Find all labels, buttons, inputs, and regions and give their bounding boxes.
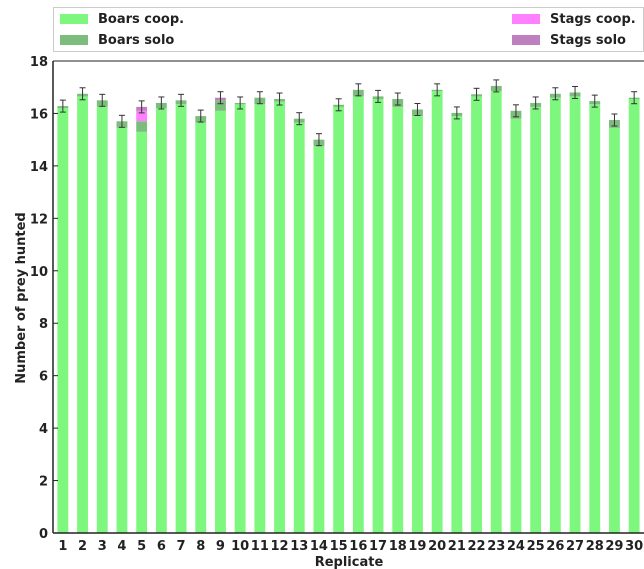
legend-label-stags-coop: Stags coop. bbox=[550, 12, 636, 27]
bar-rep19-s0 bbox=[412, 116, 423, 533]
bar-rep3-s0 bbox=[97, 107, 108, 533]
bar-rep13-s0 bbox=[294, 123, 305, 533]
y-tick-label: 8 bbox=[39, 317, 48, 332]
x-tick-label: 6 bbox=[157, 539, 166, 554]
bar-rep23-s0 bbox=[491, 91, 502, 533]
x-tick-label: 17 bbox=[369, 539, 387, 554]
legend-swatch-boars-coop bbox=[60, 14, 88, 24]
legend-item-boars-coop: Boars coop. bbox=[60, 11, 184, 27]
legend-label-boars-solo: Boars solo bbox=[98, 33, 174, 48]
bar-rep16-s0 bbox=[353, 96, 364, 533]
y-axis-title: Number of prey hunted bbox=[14, 212, 29, 384]
bar-rep4-s0 bbox=[117, 128, 128, 533]
x-tick-label: 9 bbox=[216, 539, 225, 554]
y-tick-label: 6 bbox=[39, 370, 48, 385]
x-tick-label: 5 bbox=[137, 539, 146, 554]
bar-rep25-s0 bbox=[530, 107, 541, 533]
legend-swatch-boars-solo bbox=[60, 35, 88, 45]
y-tick-label: 18 bbox=[30, 55, 48, 70]
bar-rep15-s0 bbox=[333, 107, 344, 533]
legend-item-stags-solo: Stags solo bbox=[512, 32, 626, 48]
bar-rep28-s0 bbox=[589, 104, 600, 533]
x-axis-title: Replicate bbox=[315, 555, 384, 569]
x-tick-label: 15 bbox=[330, 539, 348, 554]
x-tick-label: 26 bbox=[546, 539, 564, 554]
bar-rep24-s0 bbox=[511, 119, 522, 533]
y-tick-label: 14 bbox=[30, 160, 48, 175]
legend-swatch-stags-solo bbox=[512, 35, 540, 45]
legend-label-stags-solo: Stags solo bbox=[550, 33, 626, 48]
legend: Boars coop. Boars solo Stags coop. Stags… bbox=[53, 7, 644, 52]
x-tick-label: 2 bbox=[78, 539, 87, 554]
x-tick-label: 4 bbox=[117, 539, 126, 554]
y-tick-label: 4 bbox=[39, 422, 48, 437]
legend-item-boars-solo: Boars solo bbox=[60, 32, 174, 48]
bar-rep5-s0 bbox=[136, 132, 147, 533]
bar-rep18-s0 bbox=[392, 107, 403, 533]
bar-rep20-s0 bbox=[432, 91, 443, 533]
x-tick-label: 8 bbox=[196, 539, 205, 554]
y-tick-label: 16 bbox=[30, 107, 48, 122]
bar-rep30-s0 bbox=[629, 99, 640, 533]
bar-rep10-s0 bbox=[235, 104, 246, 533]
bar-rep5-s1 bbox=[136, 121, 147, 131]
bar-rep21-s0 bbox=[451, 116, 462, 533]
bar-rep26-s0 bbox=[550, 98, 561, 533]
bar-rep1-s0 bbox=[57, 108, 68, 533]
x-tick-label: 7 bbox=[177, 539, 186, 554]
bar-rep11-s0 bbox=[254, 104, 265, 533]
x-tick-label: 27 bbox=[566, 539, 584, 554]
x-tick-label: 21 bbox=[448, 539, 466, 554]
bar-rep6-s0 bbox=[156, 108, 167, 533]
x-tick-label: 10 bbox=[231, 539, 249, 554]
bar-rep27-s0 bbox=[570, 96, 581, 533]
bar-rep9-s0 bbox=[215, 111, 226, 533]
x-tick-label: 3 bbox=[98, 539, 107, 554]
y-tick-label: 10 bbox=[30, 265, 48, 280]
legend-swatch-stags-coop bbox=[512, 14, 540, 24]
bar-rep7-s0 bbox=[176, 104, 187, 533]
x-tick-label: 1 bbox=[58, 539, 67, 554]
x-tick-label: 12 bbox=[271, 539, 289, 554]
bar-rep22-s0 bbox=[471, 96, 482, 533]
x-tick-label: 16 bbox=[349, 539, 367, 554]
x-tick-label: 14 bbox=[310, 539, 328, 554]
x-tick-label: 23 bbox=[487, 539, 505, 554]
x-tick-label: 30 bbox=[625, 539, 643, 554]
bar-rep17-s0 bbox=[373, 99, 384, 533]
bar-rep14-s0 bbox=[314, 146, 325, 533]
x-tick-label: 28 bbox=[586, 539, 604, 554]
bar-rep8-s0 bbox=[195, 123, 206, 533]
bar-rep12-s0 bbox=[274, 102, 285, 533]
bars-group bbox=[57, 86, 639, 533]
bar-rep2-s0 bbox=[77, 96, 88, 533]
x-tick-label: 11 bbox=[251, 539, 269, 554]
y-tick-label: 0 bbox=[39, 527, 48, 542]
y-tick-label: 12 bbox=[30, 212, 48, 227]
legend-label-boars-coop: Boars coop. bbox=[98, 12, 184, 27]
bar-rep29-s0 bbox=[609, 128, 620, 533]
x-tick-label: 25 bbox=[527, 539, 545, 554]
legend-item-stags-coop: Stags coop. bbox=[512, 11, 636, 27]
x-tick-label: 20 bbox=[428, 539, 446, 554]
x-tick-label: 24 bbox=[507, 539, 525, 554]
x-tick-label: 13 bbox=[290, 539, 308, 554]
x-tick-label: 19 bbox=[408, 539, 426, 554]
y-tick-label: 2 bbox=[39, 475, 48, 490]
x-tick-label: 22 bbox=[468, 539, 486, 554]
x-tick-label: 29 bbox=[605, 539, 623, 554]
x-tick-label: 18 bbox=[389, 539, 407, 554]
